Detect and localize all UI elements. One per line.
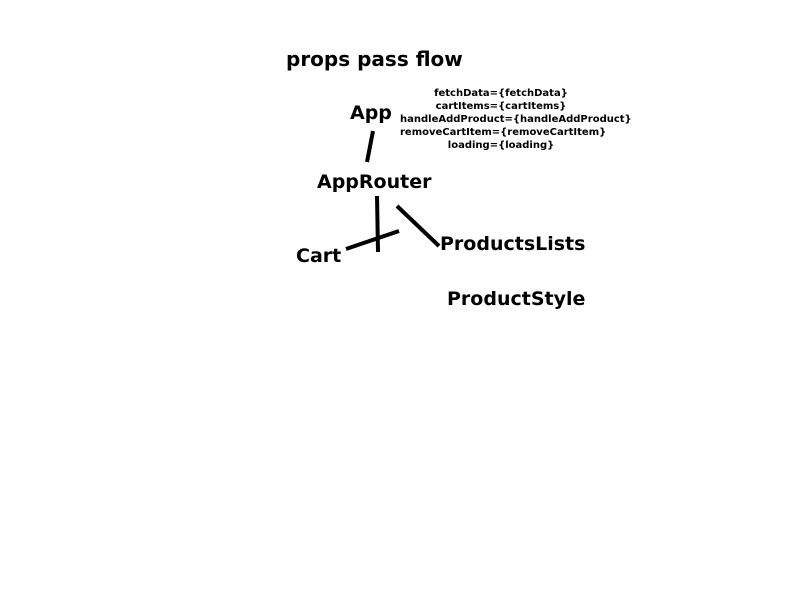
prop-loading: loading={loading} bbox=[447, 140, 555, 151]
prop-cartitems: cartItems={cartItems} bbox=[435, 101, 567, 112]
node-productslists: ProductsLists bbox=[440, 233, 586, 255]
props-annotation: fetchData={fetchData} cartItems={cartIte… bbox=[400, 87, 632, 152]
node-cart: Cart bbox=[296, 245, 342, 267]
node-app: App bbox=[350, 102, 392, 124]
prop-fetchdata: fetchData={fetchData} bbox=[434, 88, 568, 99]
node-approuter: AppRouter bbox=[317, 171, 432, 193]
edge-app-to-approuter bbox=[365, 130, 375, 163]
prop-removecartitem: removeCartItem={removeCartItem} bbox=[400, 127, 607, 138]
diagram-title: props pass flow bbox=[286, 47, 463, 71]
edge-approuter-stem bbox=[375, 195, 380, 253]
node-productstyle: ProductStyle bbox=[447, 288, 586, 310]
edge-approuter-to-productslists bbox=[395, 204, 441, 248]
prop-handleaddproduct: handleAddProduct={handleAddProduct} bbox=[400, 114, 632, 125]
edge-approuter-to-cart bbox=[345, 229, 400, 251]
